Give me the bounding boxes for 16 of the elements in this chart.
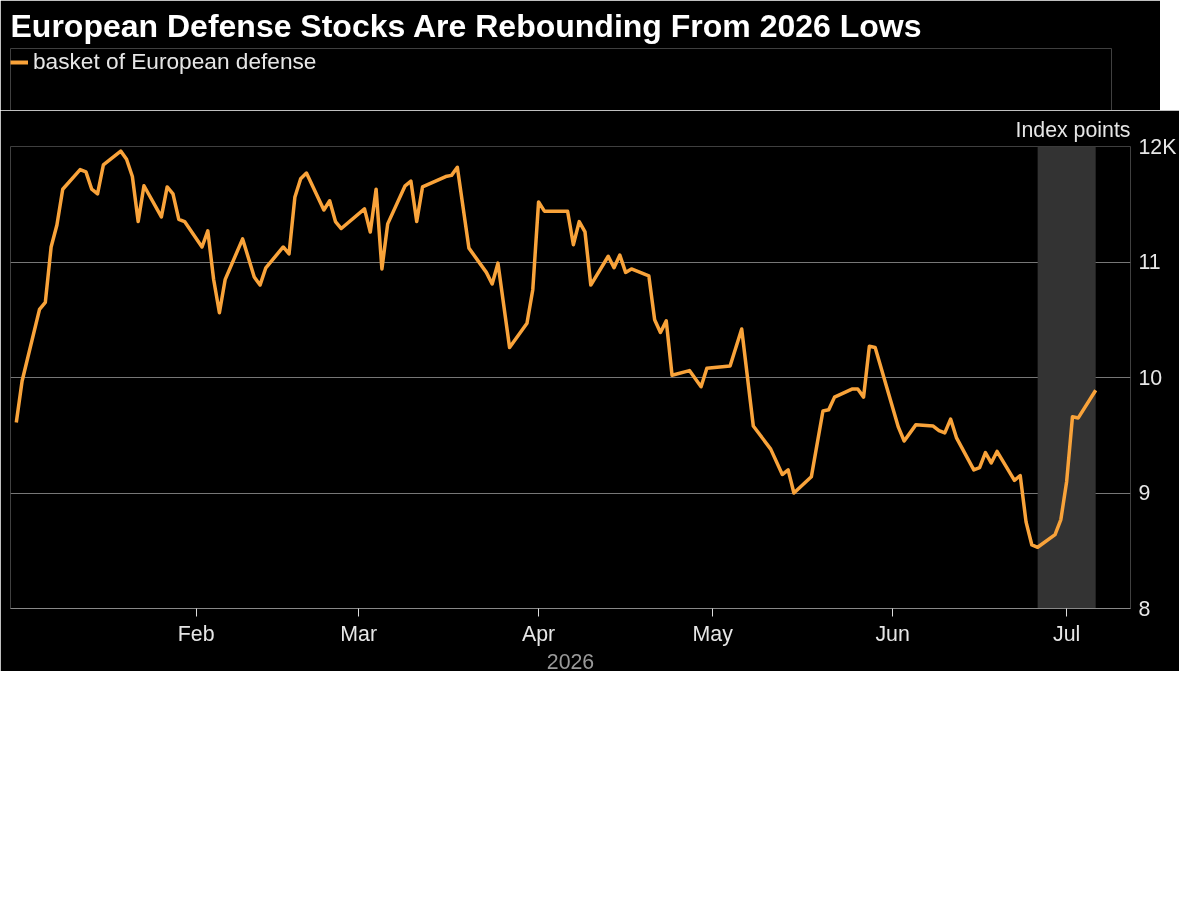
y-axis-title: Index points [1015,117,1131,142]
x-tick-label: May [692,621,734,646]
y-tick-label: 11 [1138,250,1161,274]
x-tick-label: Feb [177,621,215,646]
x-tick-label: Mar [340,621,378,646]
y-tick-label: 9 [1138,481,1151,505]
x-axis-title: 2026 [546,649,595,674]
y-tick-label: 12K [1138,134,1177,159]
x-tick-label: Jul [1053,621,1081,646]
chart-title: European Defense Stocks Are Rebounding From 2026 Lows [10,7,922,44]
y-tick-label: 8 [1138,596,1151,621]
legend-label: basket of European defense [33,48,317,75]
line-series [14,149,1098,550]
x-tick-label: Apr [521,621,556,646]
x-tick-label: Jun [875,621,910,646]
y-tick-label: 10 [1138,365,1163,390]
